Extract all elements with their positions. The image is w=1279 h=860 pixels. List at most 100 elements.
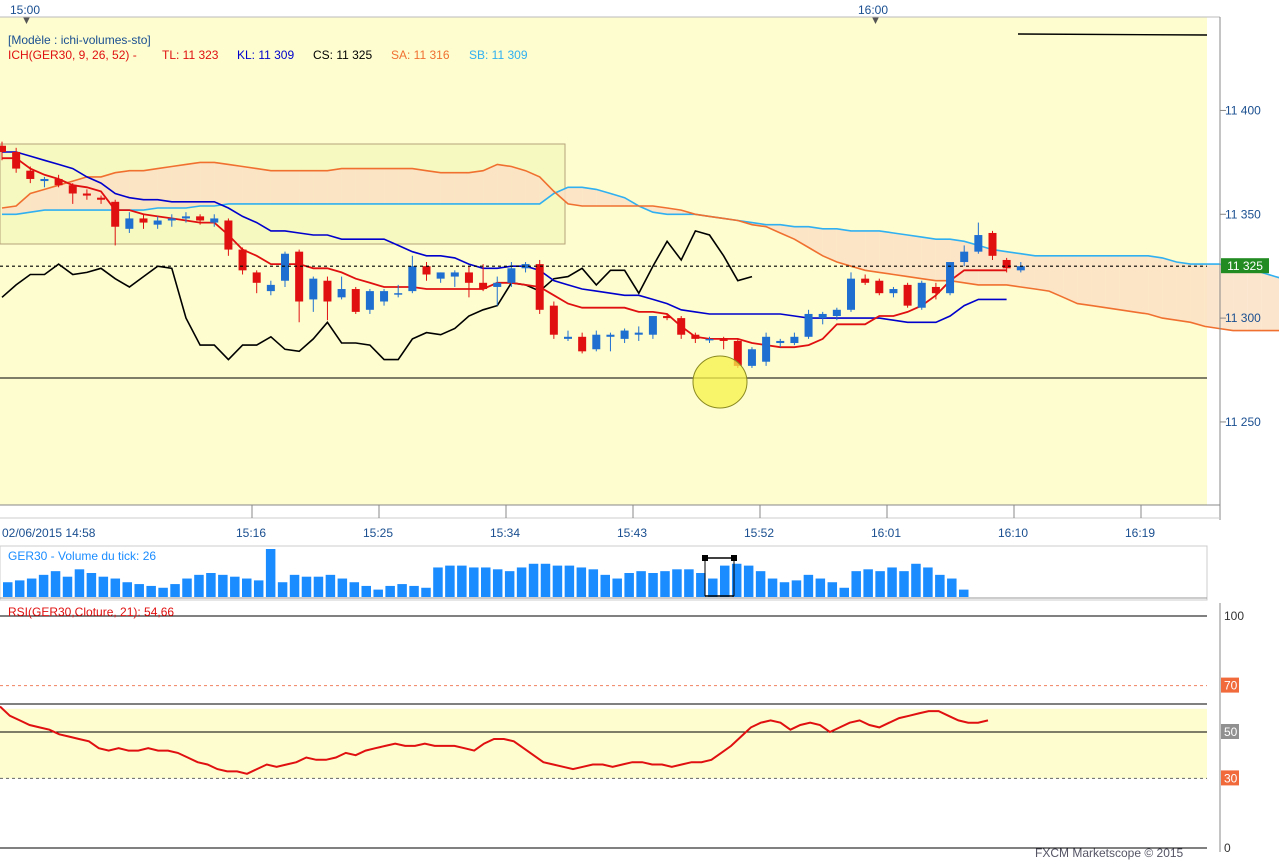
candle[interactable] [422,262,431,281]
candle[interactable] [210,214,219,227]
candle[interactable] [776,338,785,348]
candle[interactable] [337,276,346,300]
candle[interactable] [606,332,615,352]
candle[interactable] [309,276,318,312]
candle[interactable] [634,326,643,341]
candle[interactable] [125,212,134,233]
candle[interactable] [153,216,162,229]
candle[interactable] [917,280,926,310]
candle[interactable] [946,262,955,296]
candle[interactable] [719,336,728,350]
candle[interactable] [535,259,544,314]
candle[interactable] [97,195,106,204]
candle[interactable] [408,255,417,294]
volume-measure-tool[interactable] [702,555,737,597]
candle[interactable] [1002,257,1011,273]
candle[interactable] [663,313,672,321]
volume-bar [911,563,921,597]
candle[interactable] [40,176,49,188]
candle-body [337,289,346,298]
volume-bar [612,578,622,597]
candle[interactable] [762,332,771,366]
candle[interactable] [54,174,63,188]
candle-body [82,193,91,196]
cloud-segment [327,168,342,204]
volume-bar [158,587,168,597]
candle[interactable] [380,289,389,306]
candlesticks[interactable] [0,141,1025,368]
candle[interactable] [592,330,601,352]
candle[interactable] [521,262,530,273]
candle[interactable] [111,199,120,246]
measure-handle-icon[interactable] [731,555,737,561]
candle[interactable] [889,286,898,298]
cloud-segment [200,162,215,206]
time-axis-label: 15:25 [363,526,393,540]
candle[interactable] [139,214,148,229]
candle[interactable] [238,247,247,275]
candle[interactable] [82,189,91,200]
rsi-panel[interactable]: RSI(GER30,Cloture, 21): 54,66 100 70 50 30 0 [0,603,1244,855]
candle[interactable] [960,245,969,267]
candle[interactable] [974,222,983,254]
candle[interactable] [464,266,473,298]
volume-bars [3,549,969,597]
volume-bar [265,549,276,597]
volume-panel[interactable]: GER30 - Volume du tick: 26 [0,545,1208,601]
cloud-segment [1091,255,1106,308]
measure-handle-icon[interactable] [702,555,708,561]
cloud-segment [1119,255,1134,312]
candle[interactable] [365,289,374,314]
candle[interactable] [648,316,657,339]
candle[interactable] [861,274,870,285]
candle[interactable] [1016,262,1025,273]
candle[interactable] [436,272,445,283]
candle[interactable] [450,270,459,287]
time-marker-icon[interactable] [872,17,879,24]
candle[interactable] [564,330,572,341]
candle[interactable] [323,276,332,321]
time-axis[interactable]: 02/06/2015 14:58 15:16 15:25 15:34 15:43 15:5… [0,504,1220,540]
candle[interactable] [988,230,997,260]
candle[interactable] [181,212,190,223]
candle[interactable] [903,282,912,308]
candle[interactable] [875,278,884,296]
candle[interactable] [705,336,714,344]
price-axis[interactable]: 11 400 11 350 11 300 11 250 11 325 [1219,17,1269,520]
sa-label: SA: 11 316 [391,48,450,62]
candle[interactable] [295,249,304,323]
candle[interactable] [167,214,176,227]
candle[interactable] [351,286,360,314]
resistance-line[interactable] [1017,33,1208,36]
candle[interactable] [847,272,855,312]
candle[interactable] [832,307,841,321]
candle[interactable] [931,282,940,300]
candle[interactable] [691,332,700,344]
candle[interactable] [26,166,35,184]
candle[interactable] [479,264,488,292]
candle[interactable] [0,141,6,161]
candle[interactable] [804,309,813,339]
candle[interactable] [252,270,261,294]
candle[interactable] [12,147,21,173]
candle[interactable] [266,280,275,296]
candle[interactable] [394,284,403,298]
candle[interactable] [620,328,629,344]
cloud-segment [1218,264,1234,331]
candle[interactable] [68,183,77,204]
price-panel[interactable] [0,17,1279,505]
candle[interactable] [549,301,558,339]
time-marker-icon[interactable] [23,17,30,24]
candle[interactable] [281,251,289,287]
candle[interactable] [224,218,233,256]
highlight-circle[interactable] [692,355,748,409]
candle[interactable] [747,347,756,368]
candle[interactable] [790,332,799,346]
cloud-segment [851,230,866,271]
candle[interactable] [818,311,827,325]
candle[interactable] [677,316,686,339]
candle[interactable] [493,276,502,306]
candle[interactable] [578,332,587,354]
candle-body [776,340,785,344]
candle[interactable] [196,214,205,225]
